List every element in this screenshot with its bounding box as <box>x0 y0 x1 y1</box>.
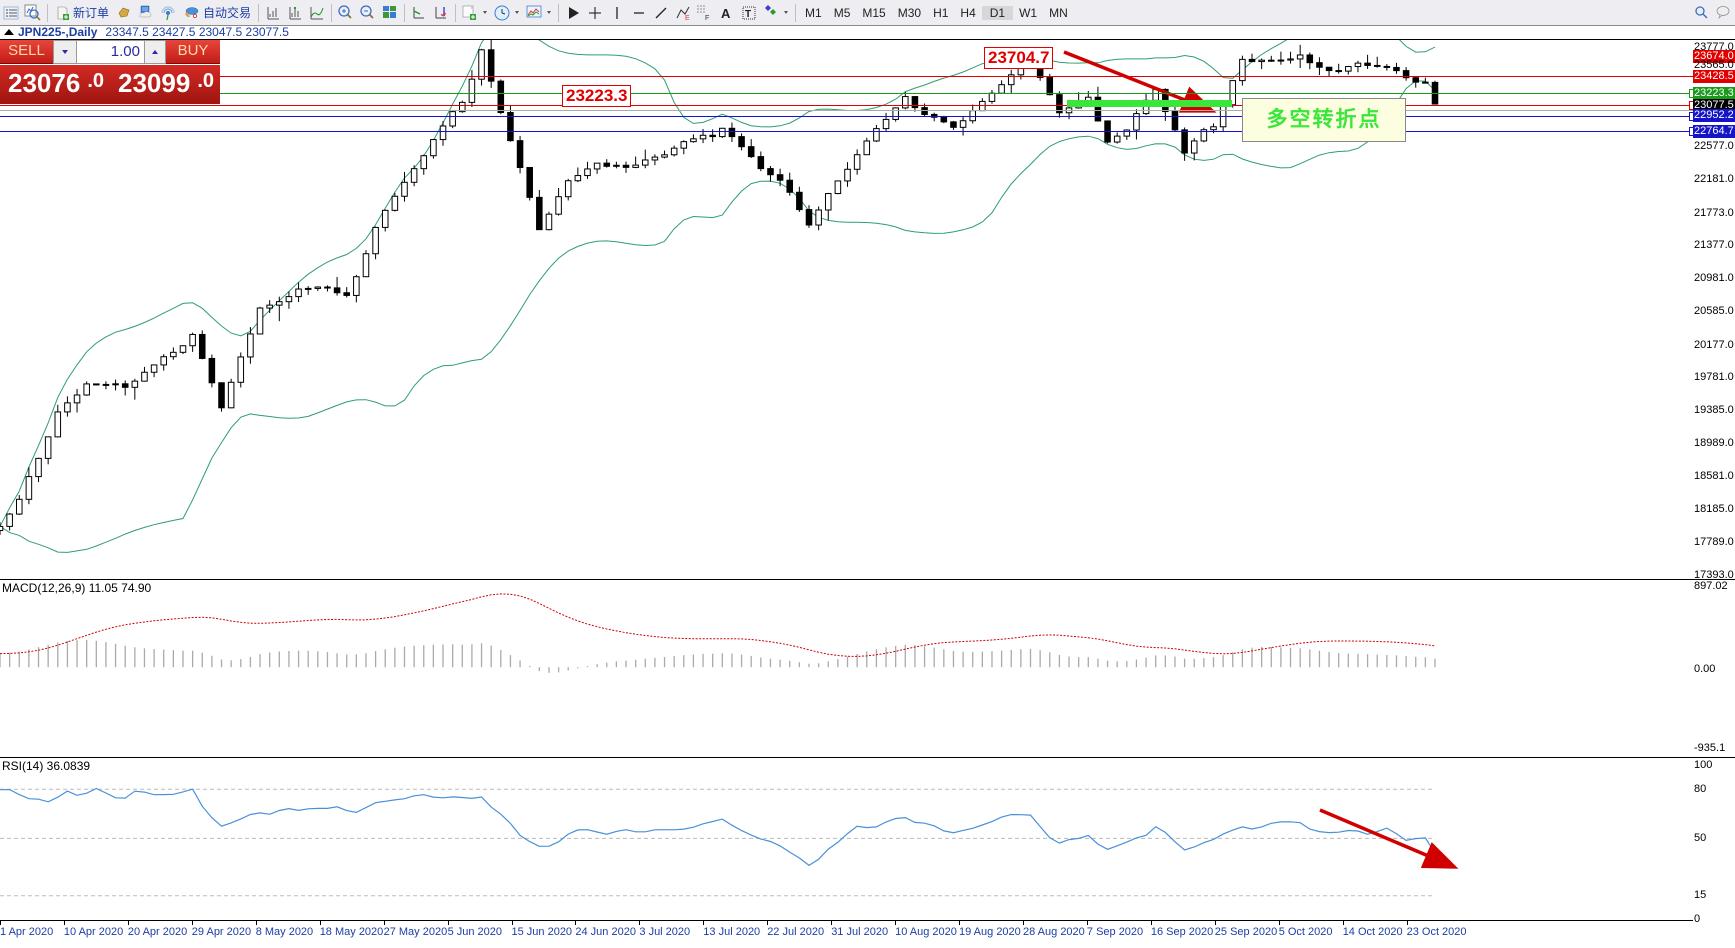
svg-text:F: F <box>705 15 709 22</box>
svg-text:T: T <box>745 9 751 20</box>
svg-text:E: E <box>685 15 690 22</box>
svg-text:A: A <box>721 6 731 21</box>
